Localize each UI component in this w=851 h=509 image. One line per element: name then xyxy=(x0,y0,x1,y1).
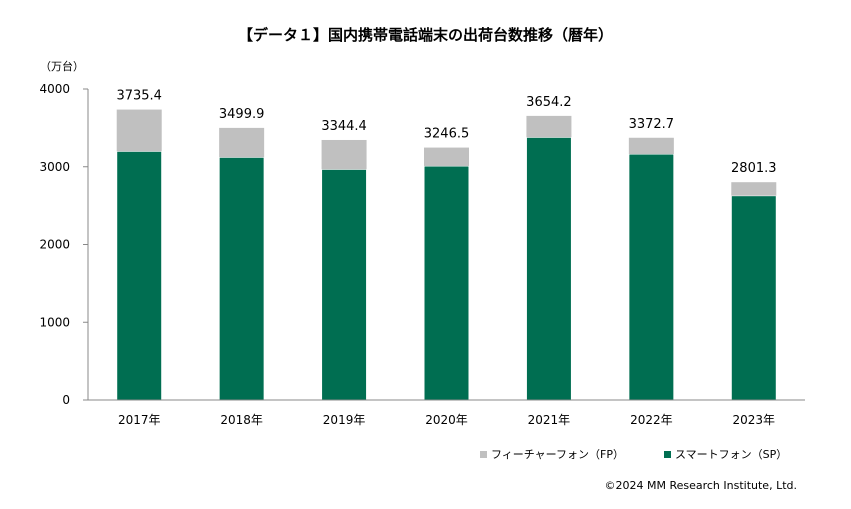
legend-label-sp: スマートフォン（SP） xyxy=(674,448,788,461)
x-tick-label: 2020年 xyxy=(425,413,468,427)
bar-sp xyxy=(321,168,368,401)
x-tick-label: 2021年 xyxy=(528,413,571,427)
chart-title: 【データ１】国内携帯電話端末の出荷台数推移（暦年） xyxy=(237,26,613,44)
x-tick-label: 2018年 xyxy=(220,413,263,427)
data-label: 3499.9 xyxy=(219,107,265,122)
y-tick-label: 4000 xyxy=(39,82,70,96)
data-label: 3246.5 xyxy=(424,127,470,142)
bar-sp xyxy=(423,165,470,401)
y-tick-label: 2000 xyxy=(39,238,70,252)
legend-item-fp: フィーチャーフォン（FP） xyxy=(480,446,624,462)
x-tick-label: 2022年 xyxy=(630,413,673,427)
x-tick-label: 2017年 xyxy=(118,413,161,427)
bar-fp xyxy=(628,137,674,154)
x-tick-label: 2019年 xyxy=(323,413,366,427)
bar-fp xyxy=(731,182,777,196)
bar-fp xyxy=(321,139,367,170)
bar-fp xyxy=(526,115,572,138)
data-label: 3344.4 xyxy=(321,119,367,134)
y-tick-label: 3000 xyxy=(39,160,70,174)
legend-label-fp: フィーチャーフォン（FP） xyxy=(491,448,624,461)
data-label: 3372.7 xyxy=(629,117,675,132)
legend-swatch-sp xyxy=(663,450,671,458)
bar-fp xyxy=(424,147,469,166)
y-axis-unit: （万台） xyxy=(40,60,84,73)
legend: フィーチャーフォン（FP） スマートフォン（SP） xyxy=(480,446,787,462)
bar-sp xyxy=(525,136,572,401)
bar-sp xyxy=(628,153,675,401)
y-tick-label: 0 xyxy=(62,393,70,407)
y-tick-label: 1000 xyxy=(39,315,70,329)
x-tick-label: 2023年 xyxy=(733,413,776,427)
bar-fp xyxy=(116,109,162,152)
copyright: ©2024 MM Research Institute, Ltd. xyxy=(604,479,797,492)
bar-sp xyxy=(218,156,265,401)
legend-swatch-fp xyxy=(480,450,487,458)
data-label: 2801.3 xyxy=(731,161,777,176)
bar-sp xyxy=(730,195,777,401)
bar-sp xyxy=(116,150,163,401)
bar-fp xyxy=(219,127,265,158)
legend-item-sp: スマートフォン（SP） xyxy=(663,446,788,462)
data-label: 3654.2 xyxy=(526,95,572,110)
data-label: 3735.4 xyxy=(116,89,162,104)
